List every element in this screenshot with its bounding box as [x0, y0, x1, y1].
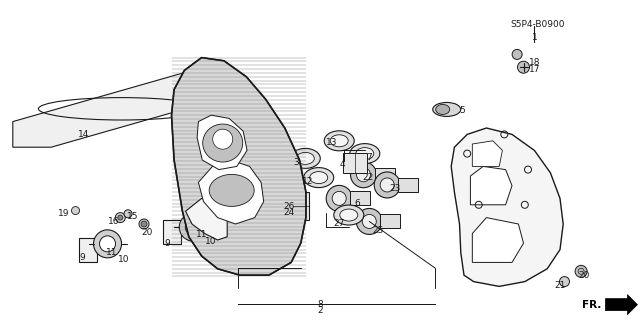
Ellipse shape	[304, 168, 333, 188]
Text: 16: 16	[108, 217, 120, 226]
Circle shape	[559, 276, 570, 287]
Circle shape	[93, 230, 122, 258]
Circle shape	[380, 178, 394, 192]
Polygon shape	[172, 58, 306, 275]
Text: 9: 9	[164, 239, 170, 248]
Text: 11: 11	[106, 248, 118, 257]
Circle shape	[124, 210, 132, 218]
Text: 2: 2	[317, 306, 323, 315]
Polygon shape	[470, 166, 512, 205]
Ellipse shape	[310, 172, 328, 184]
Polygon shape	[198, 160, 264, 224]
Circle shape	[115, 212, 125, 223]
Ellipse shape	[350, 144, 380, 164]
FancyBboxPatch shape	[374, 168, 394, 182]
Text: 1: 1	[532, 33, 537, 42]
Circle shape	[374, 172, 400, 198]
Text: S5P4-B0900: S5P4-B0900	[510, 20, 565, 29]
Text: 3: 3	[293, 158, 298, 167]
Text: 10: 10	[205, 237, 217, 246]
Text: 9: 9	[80, 253, 85, 262]
Ellipse shape	[209, 174, 254, 206]
Text: 5: 5	[460, 106, 465, 115]
FancyBboxPatch shape	[163, 220, 180, 244]
Ellipse shape	[433, 102, 461, 116]
Text: 7: 7	[366, 153, 371, 162]
FancyBboxPatch shape	[350, 191, 370, 205]
Ellipse shape	[436, 104, 450, 115]
Text: 4: 4	[340, 160, 345, 169]
Polygon shape	[13, 70, 230, 147]
Polygon shape	[451, 128, 563, 286]
FancyBboxPatch shape	[343, 153, 367, 172]
Circle shape	[212, 129, 233, 149]
Ellipse shape	[203, 124, 243, 162]
Circle shape	[518, 61, 529, 73]
Circle shape	[139, 219, 149, 229]
Text: 8: 8	[317, 300, 323, 309]
Ellipse shape	[334, 205, 364, 225]
Circle shape	[326, 185, 352, 212]
Text: 12: 12	[301, 177, 313, 186]
Text: 19: 19	[58, 209, 70, 218]
Text: 13: 13	[326, 138, 337, 147]
Circle shape	[356, 168, 371, 182]
Text: 15: 15	[127, 212, 139, 221]
Text: 26: 26	[284, 202, 295, 211]
Text: 20: 20	[578, 271, 589, 280]
Circle shape	[512, 49, 522, 60]
Circle shape	[72, 207, 79, 214]
Polygon shape	[472, 218, 524, 262]
Text: 20: 20	[141, 228, 153, 237]
Circle shape	[186, 219, 201, 235]
Ellipse shape	[340, 209, 358, 221]
Ellipse shape	[291, 148, 320, 168]
Text: 24: 24	[284, 208, 295, 217]
Text: 14: 14	[77, 130, 89, 139]
Text: 21: 21	[554, 281, 566, 290]
Polygon shape	[472, 141, 502, 166]
Ellipse shape	[324, 131, 354, 151]
FancyBboxPatch shape	[79, 237, 97, 262]
Text: 25: 25	[372, 226, 383, 235]
Ellipse shape	[296, 152, 314, 164]
Text: 23: 23	[390, 184, 401, 193]
Text: 27: 27	[333, 219, 345, 228]
Text: 18: 18	[529, 58, 541, 67]
FancyBboxPatch shape	[398, 178, 418, 192]
Circle shape	[100, 236, 116, 252]
Text: 6: 6	[355, 199, 360, 208]
Polygon shape	[605, 295, 637, 315]
Text: 11: 11	[196, 230, 207, 239]
Text: 17: 17	[529, 65, 541, 74]
Circle shape	[362, 214, 376, 228]
Circle shape	[118, 215, 123, 220]
Text: 10: 10	[118, 255, 129, 264]
Circle shape	[351, 162, 376, 188]
Circle shape	[141, 221, 147, 227]
Ellipse shape	[356, 148, 374, 160]
FancyBboxPatch shape	[380, 214, 400, 228]
Ellipse shape	[330, 135, 348, 147]
Circle shape	[179, 213, 207, 241]
Text: 22: 22	[362, 173, 374, 182]
Text: FR.: FR.	[582, 300, 602, 310]
Polygon shape	[186, 198, 227, 240]
Circle shape	[575, 265, 587, 277]
Circle shape	[332, 191, 346, 205]
Polygon shape	[197, 115, 247, 170]
Circle shape	[356, 208, 382, 235]
FancyBboxPatch shape	[292, 192, 308, 220]
